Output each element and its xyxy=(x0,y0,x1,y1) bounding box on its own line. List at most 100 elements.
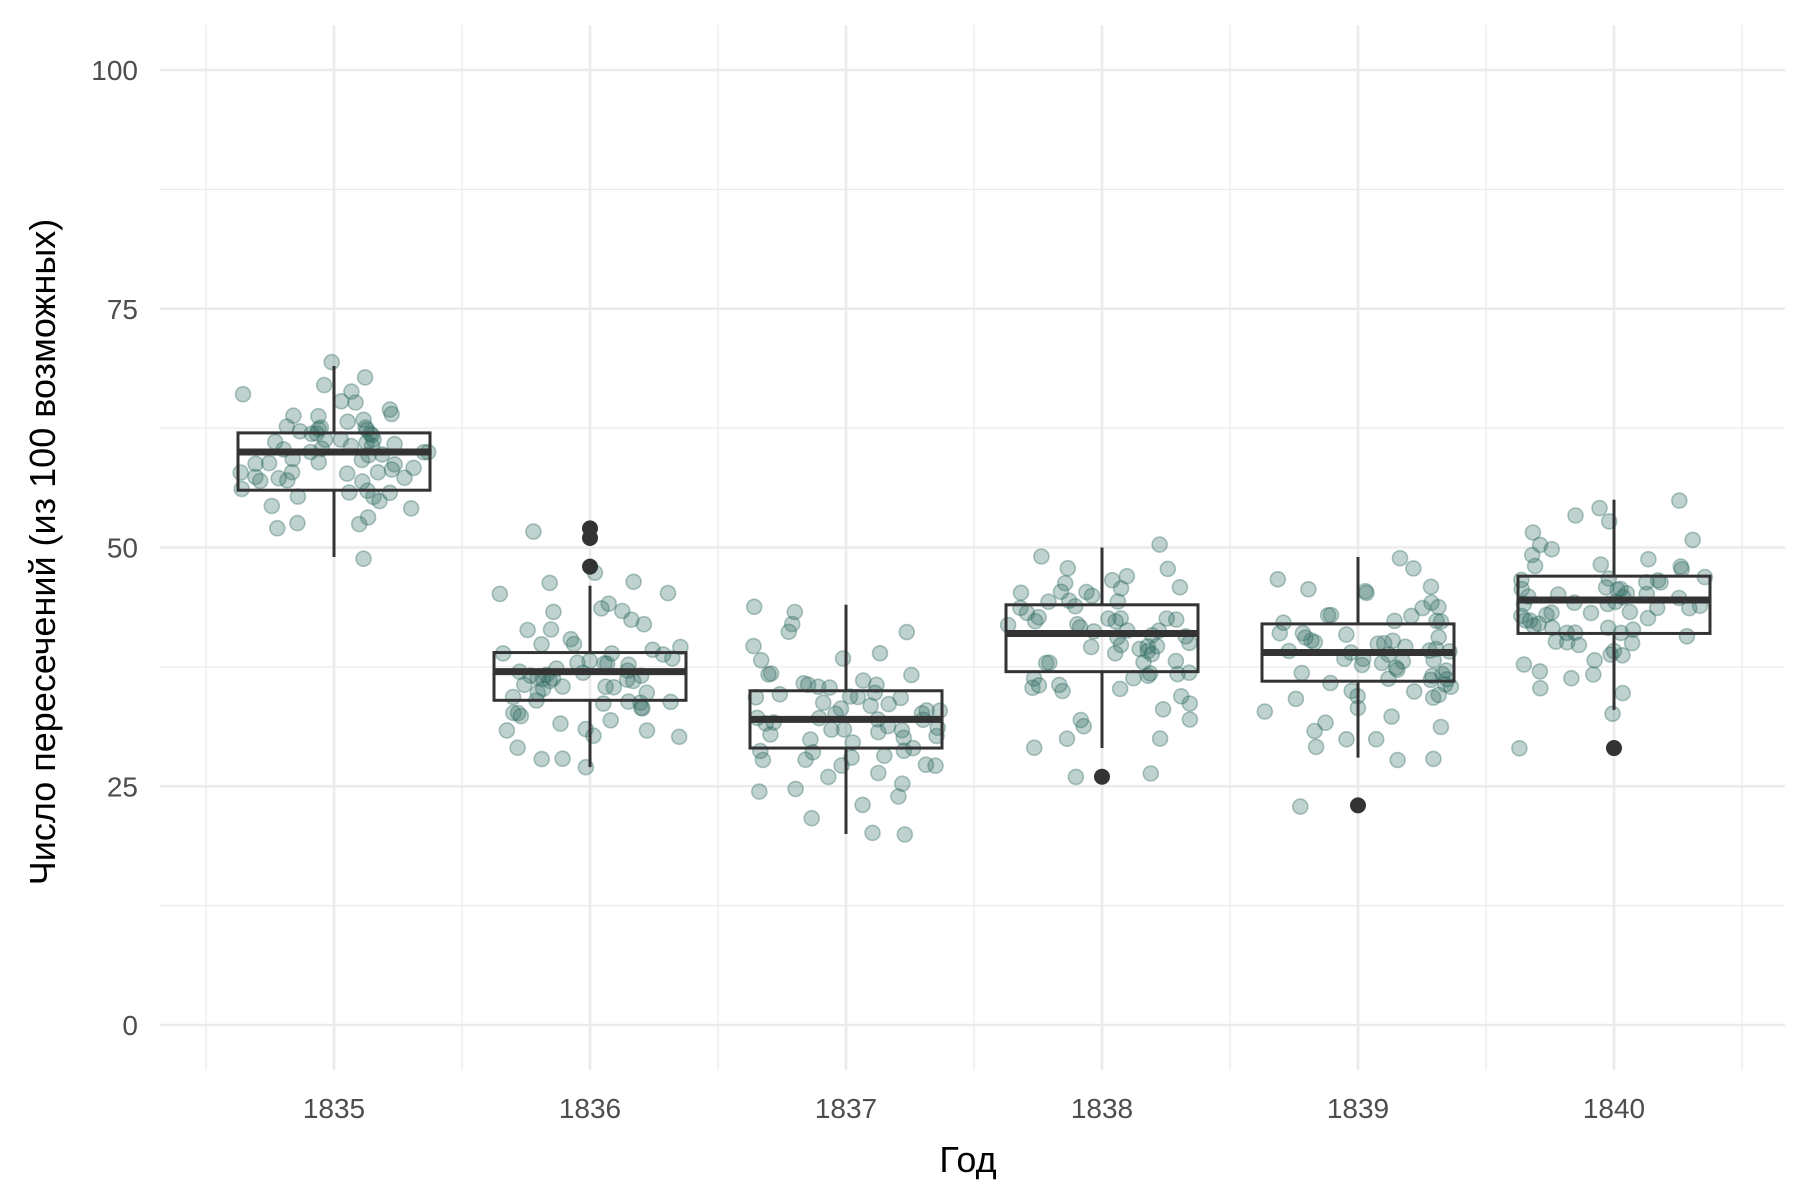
jitter-point-1839 xyxy=(1256,703,1274,720)
jitter-point-1836 xyxy=(605,678,623,696)
jitter-point-1839 xyxy=(1384,632,1402,650)
jitter-point-1839 xyxy=(1424,667,1441,685)
jitter-point-1838 xyxy=(1151,730,1169,747)
jitter-point-1836 xyxy=(593,600,610,617)
jitter-point-1840 xyxy=(1543,604,1560,622)
jitter-point-1840 xyxy=(1531,536,1549,554)
jitter-point-1836 xyxy=(545,603,562,621)
jitter-point-1839 xyxy=(1306,722,1323,740)
box-1835 xyxy=(236,431,432,492)
jitter-point-1838 xyxy=(1103,571,1121,589)
jitter-point-1839 xyxy=(1303,632,1320,649)
jitter-point-1837 xyxy=(895,729,913,747)
jitter-point-1836 xyxy=(635,615,653,633)
y-tick-labels: 0 25 50 75 100 xyxy=(91,55,138,1041)
jitter-point-1835 xyxy=(359,509,377,526)
jitter-point-1838 xyxy=(1151,536,1168,553)
jitter-point-1840 xyxy=(1515,656,1533,673)
jitter-point-1838 xyxy=(1112,580,1130,597)
jitter-point-1837 xyxy=(760,666,777,683)
jitter-point-1839 xyxy=(1322,606,1340,624)
jitter-point-1839 xyxy=(1269,570,1287,588)
jitter-point-1839 xyxy=(1287,690,1305,708)
jitter-point-1836 xyxy=(533,635,550,653)
jitter-point-1840 xyxy=(1563,669,1580,687)
jitter-point-1837 xyxy=(854,796,871,814)
jitter-point-1838 xyxy=(1181,711,1199,728)
jitter-point-1839 xyxy=(1405,560,1422,577)
jitter-point-1839 xyxy=(1428,612,1445,630)
jitter-point-1835 xyxy=(247,455,264,473)
jitter-point-1838 xyxy=(1078,583,1095,601)
x-tick-label-1840: 1840 xyxy=(1583,1093,1645,1124)
jitter-point-1840 xyxy=(1511,739,1528,757)
jitter-point-1837 xyxy=(868,676,885,694)
jitter-point-1835 xyxy=(289,514,306,532)
jitter-point-1839 xyxy=(1294,624,1312,642)
jitter-point-1836 xyxy=(533,750,551,768)
jitter-point-1837 xyxy=(862,697,880,715)
jitter-point-1838 xyxy=(1158,610,1175,627)
jitter-point-1838 xyxy=(1171,578,1189,596)
jitter-point-1835 xyxy=(270,469,288,487)
jitter-point-1837 xyxy=(895,742,913,760)
jitter-point-1838 xyxy=(1033,548,1050,565)
y-tick-label: 0 xyxy=(122,1010,138,1041)
jitter-point-1835 xyxy=(355,411,372,429)
jitter-point-1836 xyxy=(662,693,680,711)
jitter-point-1837 xyxy=(762,726,779,743)
jitter-point-1837 xyxy=(898,623,916,641)
jitter-point-1835 xyxy=(396,469,413,487)
jitter-point-1838 xyxy=(1106,644,1124,662)
jitter-point-1836 xyxy=(554,678,571,695)
jitter-point-1837 xyxy=(783,615,801,633)
jitter-point-1837 xyxy=(797,751,814,769)
jitter-point-1839 xyxy=(1292,798,1309,815)
jitter-point-1838 xyxy=(1142,765,1160,782)
jitter-point-1839 xyxy=(1387,659,1405,677)
jitter-point-1840 xyxy=(1524,524,1542,541)
jitter-point-1840 xyxy=(1612,580,1629,598)
jitter-point-1838 xyxy=(1112,610,1129,627)
outlier-points xyxy=(582,520,1622,814)
jitter-point-1836 xyxy=(613,602,631,620)
jitter-point-1837 xyxy=(787,780,804,798)
jitter-point-1835 xyxy=(357,419,375,436)
jitter-point-1835 xyxy=(369,463,387,481)
jitter-point-1835 xyxy=(347,394,364,411)
jitter-point-1840 xyxy=(1671,492,1688,509)
jitter-point-1838 xyxy=(1148,637,1166,655)
jitter-point-1838 xyxy=(1069,615,1086,633)
jitter-point-1839 xyxy=(1438,670,1456,688)
jitter-point-1836 xyxy=(654,646,672,663)
jitter-point-1839 xyxy=(1271,624,1289,642)
jitter-point-1835 xyxy=(350,515,368,533)
jitter-point-1839 xyxy=(1353,656,1371,674)
jitter-point-1837 xyxy=(802,731,819,748)
jitter-point-1836 xyxy=(632,694,649,712)
jitter-point-1835 xyxy=(381,401,399,418)
jitter-point-1837 xyxy=(871,644,889,662)
jitter-point-1835 xyxy=(339,413,357,431)
jitter-point-1836 xyxy=(625,573,642,591)
jitter-point-1840 xyxy=(1521,612,1539,629)
jitter-point-1839 xyxy=(1297,629,1314,646)
jitter-point-1836 xyxy=(552,715,569,732)
jitter-point-1837 xyxy=(903,666,920,684)
jitter-point-1837 xyxy=(875,747,893,765)
jitter-point-1839 xyxy=(1338,626,1355,643)
jitter-point-1839 xyxy=(1307,738,1325,756)
jitter-point-1836 xyxy=(663,650,681,667)
x-tick-labels: 1835 1836 1837 1838 1839 1840 xyxy=(303,1093,1645,1124)
jitter-point-1840 xyxy=(1672,558,1690,575)
jitter-point-1837 xyxy=(754,751,772,769)
jitter-point-1838 xyxy=(1037,654,1055,672)
jitter-point-1838 xyxy=(1118,567,1136,585)
jitter-point-1837 xyxy=(869,764,887,782)
jitter-point-1838 xyxy=(1024,679,1041,697)
jitter-point-1840 xyxy=(1684,531,1701,549)
jitter-point-1836 xyxy=(515,676,533,694)
jitter-point-1835 xyxy=(402,500,420,517)
jitter-point-1840 xyxy=(1531,663,1549,680)
x-tick-label-1837: 1837 xyxy=(815,1093,877,1124)
